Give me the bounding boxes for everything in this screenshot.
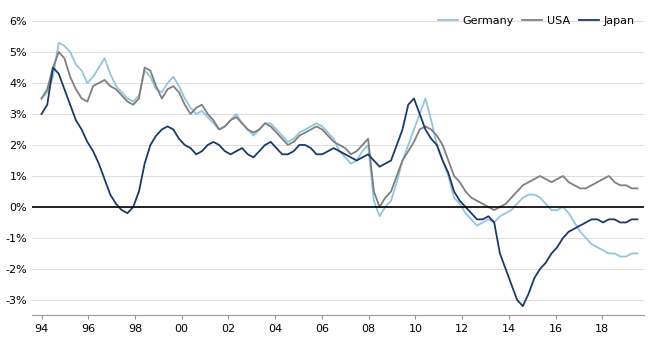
Japan: [44, 103, 51, 107]
USA: [479, 202, 487, 206]
Germany: [272, 128, 280, 132]
Japan: [49, 66, 57, 70]
Japan: [38, 112, 46, 116]
Germany: [124, 97, 131, 101]
USA: [124, 100, 131, 104]
Germany: [616, 255, 624, 259]
Japan: [479, 217, 487, 221]
Germany: [44, 90, 51, 95]
Germany: [634, 251, 642, 255]
Legend: Germany, USA, Japan: Germany, USA, Japan: [434, 11, 639, 30]
USA: [272, 131, 280, 135]
USA: [490, 208, 498, 212]
Line: Japan: Japan: [42, 68, 638, 306]
Germany: [55, 41, 62, 45]
USA: [55, 50, 62, 54]
USA: [634, 186, 642, 190]
Germany: [479, 220, 487, 224]
Line: USA: USA: [42, 52, 638, 210]
USA: [44, 87, 51, 91]
Japan: [473, 217, 481, 221]
Japan: [124, 211, 131, 215]
USA: [38, 97, 46, 101]
Germany: [38, 97, 46, 101]
Japan: [272, 146, 280, 150]
Germany: [473, 223, 481, 227]
Germany: [301, 128, 309, 132]
Japan: [634, 217, 642, 221]
Japan: [301, 143, 309, 147]
Japan: [519, 304, 526, 308]
USA: [473, 199, 481, 203]
USA: [301, 131, 309, 135]
Line: Germany: Germany: [42, 43, 638, 257]
